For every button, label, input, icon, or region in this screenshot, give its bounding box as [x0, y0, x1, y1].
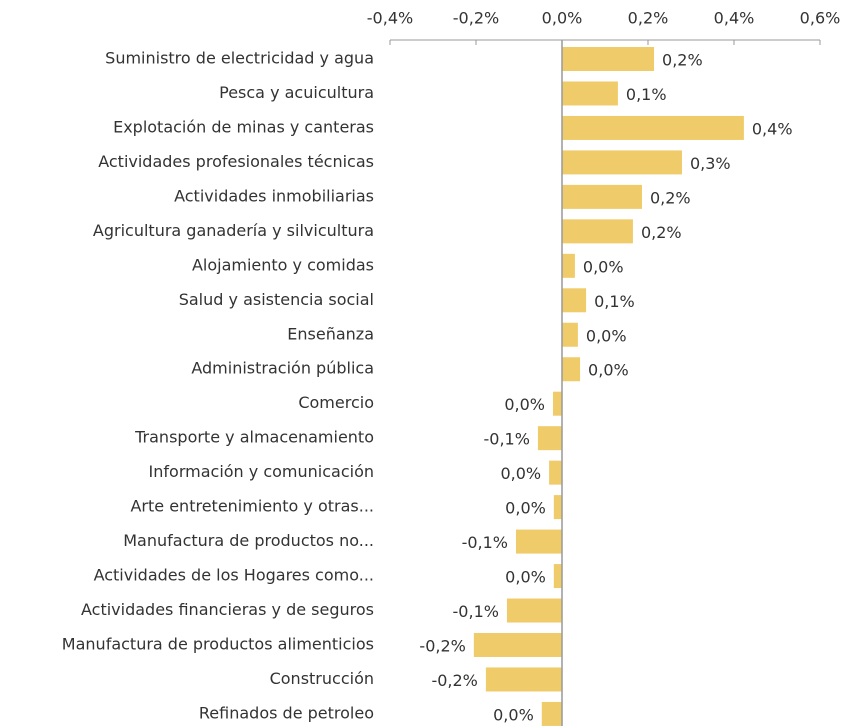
value-label: 0,0%	[493, 705, 534, 724]
y-tick-label: Refinados de petroleo	[199, 703, 374, 722]
bar	[537, 426, 562, 451]
bar	[562, 81, 618, 106]
y-tick-label: Salud y asistencia social	[179, 290, 374, 309]
y-tick-label: Manufactura de productos no...	[123, 531, 374, 550]
value-label: -0,2%	[419, 636, 465, 655]
value-label: -0,1%	[462, 533, 508, 552]
y-tick-label: Transporte y almacenamiento	[134, 428, 374, 447]
value-label: 0,0%	[505, 568, 546, 587]
bar	[562, 150, 682, 175]
bar	[562, 47, 655, 71]
y-tick-label: Enseñanza	[287, 324, 374, 343]
x-tick-label: 0,4%	[714, 9, 755, 28]
y-tick-label: Administración pública	[191, 359, 374, 378]
bar	[553, 495, 562, 520]
y-tick-label: Actividades de los Hogares como...	[94, 566, 374, 585]
value-label: 0,0%	[583, 257, 624, 276]
value-label: 0,1%	[626, 85, 667, 104]
bar	[541, 701, 562, 726]
bar	[562, 357, 581, 382]
bar	[552, 391, 562, 416]
x-tick-label: 0,0%	[542, 9, 583, 28]
y-tick-label: Suministro de electricidad y agua	[105, 49, 374, 68]
value-label: 0,3%	[690, 154, 731, 173]
value-label: 0,0%	[504, 395, 545, 414]
y-tick-label: Comercio	[298, 393, 374, 412]
y-tick-label: Construcción	[270, 669, 374, 688]
x-tick-label: 0,6%	[800, 9, 841, 28]
y-tick-label: Actividades profesionales técnicas	[98, 152, 374, 171]
y-tick-label: Actividades inmobiliarias	[174, 186, 374, 205]
bar	[562, 253, 575, 278]
bar	[485, 667, 562, 692]
value-label: 0,2%	[650, 188, 691, 207]
x-tick-label: 0,2%	[628, 9, 669, 28]
value-label: 0,2%	[641, 223, 682, 242]
bar	[562, 115, 744, 140]
y-tick-label: Arte entretenimiento y otras...	[130, 497, 374, 516]
bar	[562, 219, 633, 244]
y-tick-label: Alojamiento y comidas	[192, 255, 374, 274]
bar	[549, 460, 562, 485]
value-label: 0,4%	[752, 119, 793, 138]
value-label: 0,0%	[588, 361, 629, 380]
y-tick-label: Pesca y acuicultura	[219, 83, 374, 102]
bar	[473, 632, 562, 657]
y-tick-label: Explotación de minas y canteras	[113, 117, 374, 136]
y-tick-label: Agricultura ganadería y silvicultura	[93, 221, 374, 240]
bar	[562, 322, 578, 347]
y-tick-label: Información y comunicación	[149, 462, 374, 481]
bar	[562, 184, 642, 209]
value-label: 0,1%	[594, 292, 635, 311]
x-tick-label: -0,2%	[453, 9, 499, 28]
bar	[506, 598, 562, 623]
value-label: -0,1%	[453, 602, 499, 621]
y-tick-label: Manufactura de productos alimenticios	[62, 634, 374, 653]
y-tick-label: Actividades financieras y de seguros	[81, 600, 374, 619]
value-label: 0,2%	[662, 51, 703, 70]
bar	[515, 529, 562, 554]
bar	[553, 564, 562, 589]
value-label: 0,0%	[500, 464, 541, 483]
value-label: -0,1%	[483, 430, 529, 449]
bar	[562, 288, 587, 313]
value-label: 0,0%	[586, 326, 627, 345]
x-tick-label: -0,4%	[367, 9, 413, 28]
value-label: 0,0%	[505, 499, 546, 518]
value-label: -0,2%	[431, 671, 477, 690]
